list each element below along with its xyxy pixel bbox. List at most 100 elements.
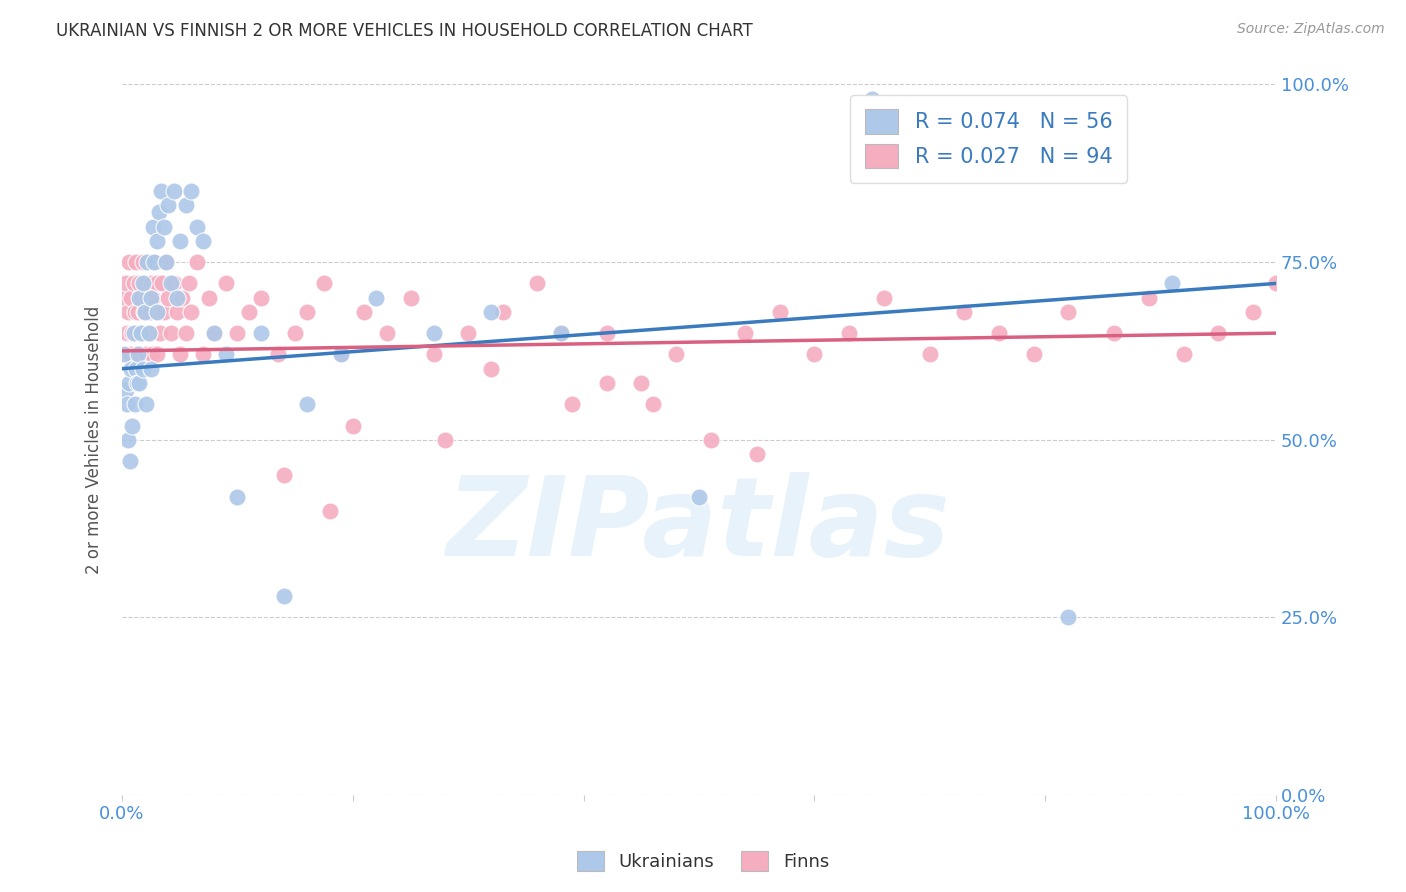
Point [152,277,174,291]
Point [163,184,186,198]
Point [122,277,145,291]
Point [145,347,167,361]
Point [596,326,619,340]
Point [148,205,170,219]
Text: ZIPatlas: ZIPatlas [447,472,950,579]
Point [145,234,167,248]
Point [129,326,152,340]
Point [273,589,295,603]
Point [180,184,202,198]
Point [115,397,138,411]
Point [132,277,155,291]
Point [121,326,143,340]
Point [166,291,188,305]
Point [422,326,444,340]
Point [273,468,295,483]
Point [120,454,142,468]
Point [114,383,136,397]
Point [132,361,155,376]
Point [136,291,159,305]
Point [174,198,197,212]
Point [353,305,375,319]
Point [561,397,583,411]
Point [125,255,148,269]
Point [138,326,160,340]
Point [128,376,150,390]
Point [202,326,225,340]
Point [186,255,208,269]
Point [118,255,141,269]
Point [803,347,825,361]
Point [124,305,146,319]
Point [139,291,162,305]
Point [202,326,225,340]
Point [132,326,155,340]
Point [128,291,150,305]
Point [295,305,318,319]
Point [134,277,156,291]
Point [117,433,139,447]
Point [142,219,165,234]
Point [197,291,219,305]
Point [1206,326,1229,340]
Point [550,326,572,340]
Point [124,397,146,411]
Point [112,347,135,361]
Point [330,347,353,361]
Point [1241,305,1264,319]
Point [191,234,214,248]
Point [284,326,307,340]
Point [953,305,976,319]
Point [115,326,138,340]
Point [745,447,768,461]
Point [180,305,202,319]
Point [1057,305,1080,319]
Point [422,347,444,361]
Point [152,305,174,319]
Point [492,305,515,319]
Point [152,219,174,234]
Point [149,326,172,340]
Point [120,361,142,376]
Point [249,291,271,305]
Point [226,326,249,340]
Point [364,291,387,305]
Point [117,305,139,319]
Point [125,361,148,376]
Point [121,418,143,433]
Point [295,397,318,411]
Point [169,234,191,248]
Point [1265,277,1288,291]
Point [138,326,160,340]
Point [118,376,141,390]
Point [155,255,177,269]
Point [145,305,167,319]
Point [157,198,180,212]
Point [215,277,238,291]
Point [434,433,457,447]
Point [1137,291,1160,305]
Point [457,326,479,340]
Point [163,277,186,291]
Point [159,326,181,340]
Point [860,92,883,106]
Point [120,347,142,361]
Point [174,326,197,340]
Point [128,277,150,291]
Point [665,347,688,361]
Point [150,184,173,198]
Point [191,347,214,361]
Legend: R = 0.074   N = 56, R = 0.027   N = 94: R = 0.074 N = 56, R = 0.027 N = 94 [851,95,1128,183]
Point [127,347,149,361]
Point [1057,610,1080,624]
Text: Source: ZipAtlas.com: Source: ZipAtlas.com [1237,22,1385,37]
Point [166,305,188,319]
Point [170,291,193,305]
Point [139,277,162,291]
Point [399,291,422,305]
Legend: Ukrainians, Finns: Ukrainians, Finns [569,844,837,879]
Point [377,326,399,340]
Text: UKRAINIAN VS FINNISH 2 OR MORE VEHICLES IN HOUSEHOLD CORRELATION CHART: UKRAINIAN VS FINNISH 2 OR MORE VEHICLES … [56,22,754,40]
Point [142,291,165,305]
Point [143,255,166,269]
